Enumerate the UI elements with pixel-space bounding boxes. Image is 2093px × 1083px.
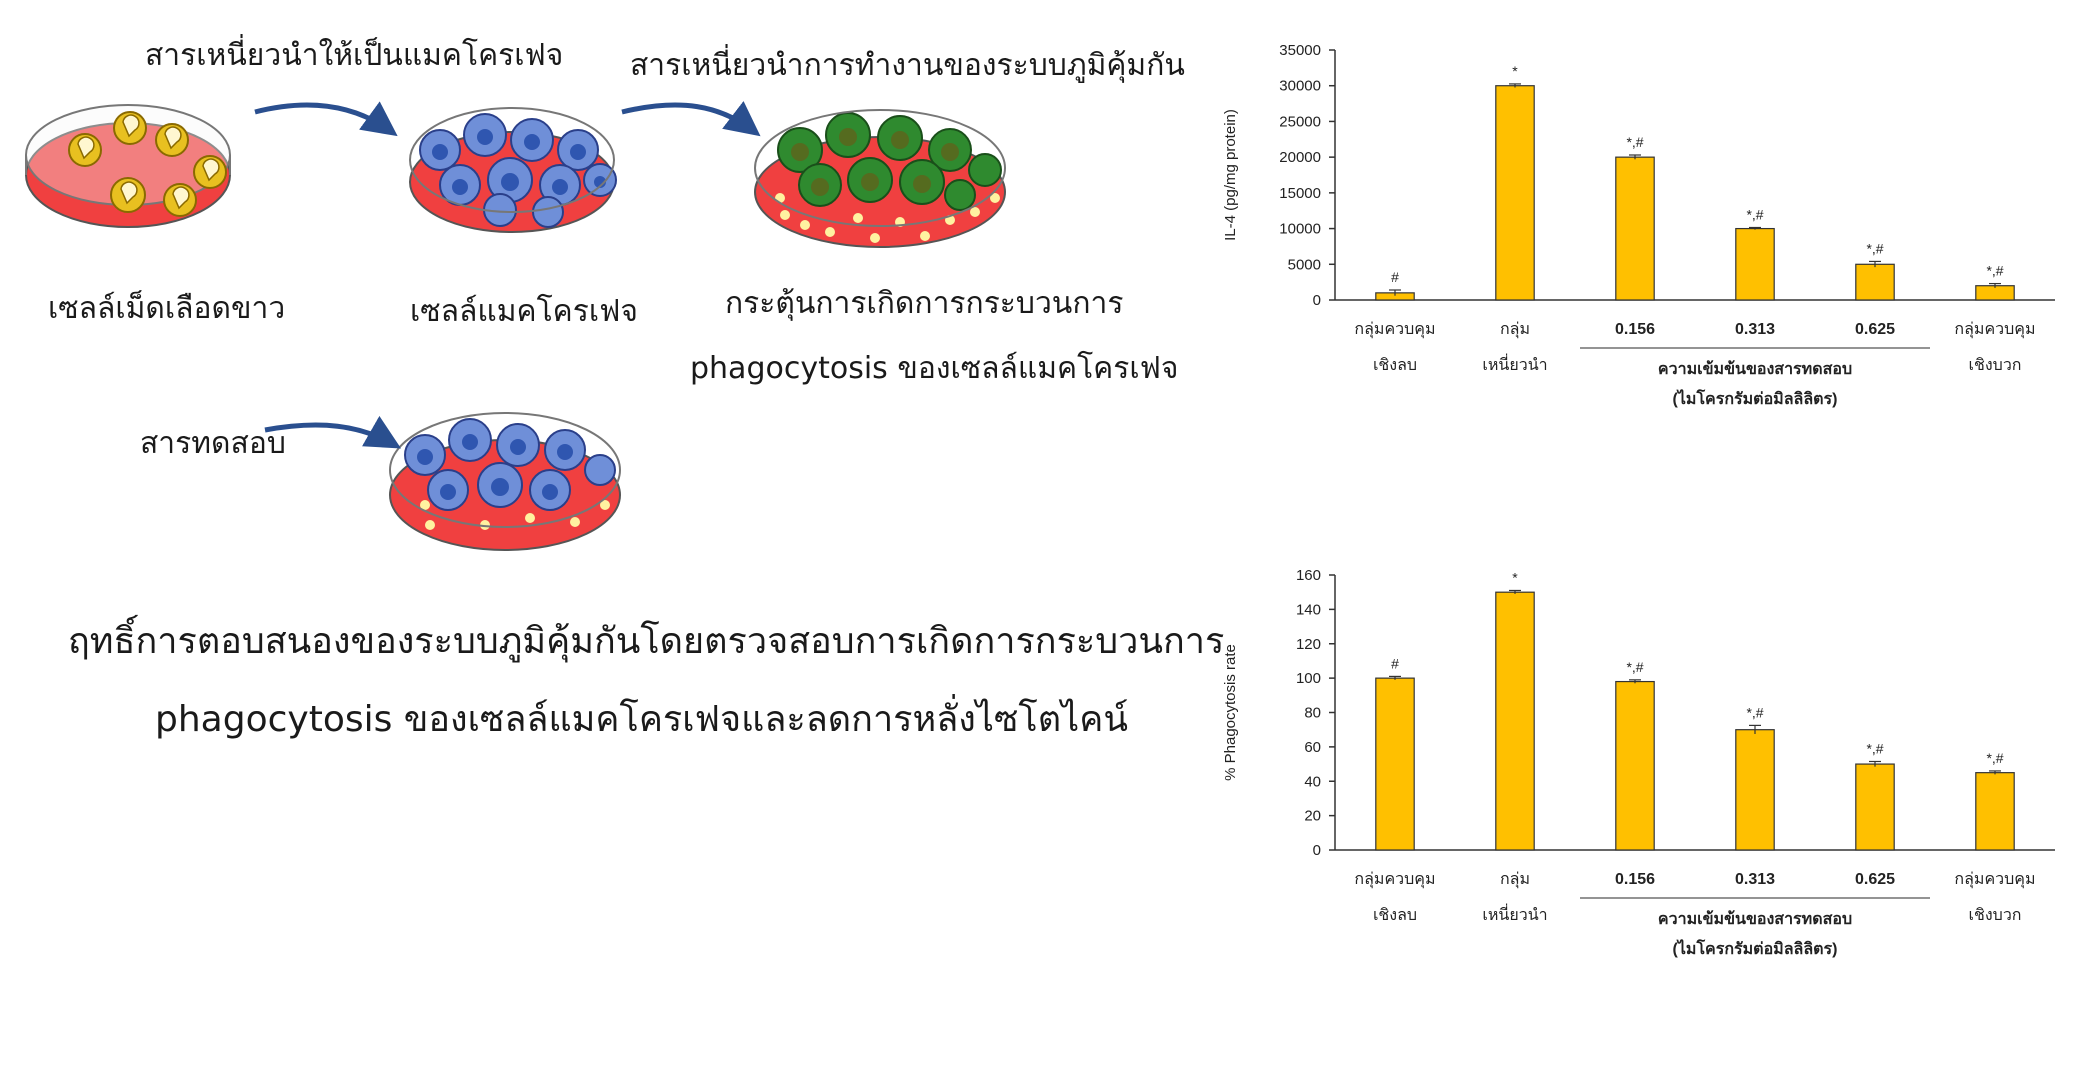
- caption-line1: ฤทธิ์การตอบสนองของระบบภูมิคุ้มกันโดยตรวจ…: [68, 621, 1225, 662]
- phagocytosis-bar-chart: 0 20 40 60 80 100 120 140 160 % Phagocytosis rate…: [1222, 567, 2055, 958]
- particle-dots: [775, 193, 1000, 243]
- x-tick-label-line2: เหนี่ยวนำ: [1482, 903, 1547, 924]
- bar: [1855, 763, 1895, 851]
- y-tick-label: 5000: [1288, 256, 1321, 273]
- y-tick-label: 20000: [1279, 149, 1321, 166]
- label-test-substance: สารทดสอบ: [140, 426, 286, 461]
- bar: [1855, 263, 1895, 301]
- x-tick-label: 0.313: [1735, 321, 1775, 338]
- significance-label: *,#: [1626, 134, 1643, 150]
- significance-label: *,#: [1626, 659, 1643, 675]
- significance-label: #: [1391, 269, 1399, 285]
- bar: [1735, 729, 1775, 851]
- process-diagram: [25, 101, 1006, 551]
- y-tick-label: 80: [1304, 705, 1321, 722]
- bar: [1615, 680, 1655, 851]
- x-tick-label: กลุ่ม: [1500, 321, 1530, 339]
- significance-label: *: [1512, 63, 1518, 79]
- group-label: ความเข้มข้นของสารทดสอบ: [1658, 910, 1852, 928]
- bar: [1975, 772, 2015, 851]
- bar: [1375, 677, 1415, 851]
- arrow-3: [264, 415, 402, 449]
- y-tick-label: 60: [1304, 739, 1321, 756]
- x-tick-label: กลุ่มควบคุม: [1354, 871, 1435, 889]
- y-axis-label: % Phagocytosis rate: [1222, 644, 1239, 781]
- significance-label: #: [1391, 655, 1399, 671]
- dish-test-substance: [389, 412, 621, 551]
- x-tick-label: 0.313: [1735, 871, 1775, 888]
- dish-macrophage: [409, 107, 617, 233]
- y-tick-label: 20: [1304, 808, 1321, 825]
- label-stimulate-line1: กระตุ้นการเกิดการกระบวนการ: [725, 286, 1124, 321]
- bar: [1615, 156, 1655, 301]
- group-label-unit: (ไมโครกรัมต่อมิลลิลิตร): [1673, 938, 1838, 958]
- x-tick-label: 0.625: [1855, 321, 1895, 338]
- significance-label: *,#: [1866, 240, 1883, 256]
- y-tick-label: 25000: [1279, 113, 1321, 130]
- y-axis-label: IL-4 (pg/mg protein): [1222, 109, 1239, 241]
- bar: [1735, 227, 1775, 301]
- label-inducer-macrophage: สารเหนี่ยวนำให้เป็นแมคโครเฟจ: [145, 38, 564, 73]
- y-tick-label: 140: [1296, 601, 1321, 618]
- x-tick-label: 0.156: [1615, 321, 1655, 338]
- bar: [1495, 85, 1535, 301]
- il4-bar-chart: 0 5000 10000 15000 20000 25000 30000 35000 IL-4 …: [1222, 42, 2055, 408]
- label-stimulate-line2: phagocytosis ของเซลล์แมคโครเฟจ: [690, 351, 1179, 386]
- x-tick-label-line2: เชิงบวก: [1969, 357, 2022, 374]
- x-tick-label-line2: เหนี่ยวนำ: [1482, 353, 1547, 374]
- y-tick-label: 120: [1296, 636, 1321, 653]
- x-tick-label: กลุ่มควบคุม: [1354, 321, 1435, 339]
- dish-white-blood-cells: [25, 104, 231, 228]
- y-tick-label: 15000: [1279, 185, 1321, 202]
- dish-activated-macrophage: [754, 109, 1006, 248]
- label-macrophage: เซลล์แมคโครเฟจ: [410, 294, 638, 329]
- y-tick-label: 30000: [1279, 78, 1321, 95]
- arrow-1: [254, 101, 398, 137]
- caption-line2: phagocytosis ของเซลล์แมคโครเฟจและลดการหล…: [155, 699, 1128, 740]
- label-white-blood-cells: เซลล์เม็ดเลือดขาว: [48, 291, 286, 326]
- significance-label: *: [1512, 569, 1518, 585]
- bar: [1495, 591, 1535, 851]
- arrow-2: [621, 101, 761, 137]
- x-tick-label-line2: เชิงลบ: [1373, 907, 1417, 924]
- significance-label: *,#: [1746, 207, 1763, 223]
- group-label: ความเข้มข้นของสารทดสอบ: [1658, 360, 1852, 378]
- x-tick-label: กลุ่มควบคุม: [1954, 871, 2035, 889]
- x-tick-label-line2: เชิงบวก: [1969, 907, 2022, 924]
- y-tick-label: 35000: [1279, 42, 1321, 59]
- x-tick-label: กลุ่มควบคุม: [1954, 321, 2035, 339]
- significance-label: *,#: [1986, 750, 2003, 766]
- y-tick-label: 10000: [1279, 221, 1321, 238]
- y-tick-label: 0: [1313, 292, 1321, 309]
- x-tick-label: 0.625: [1855, 871, 1895, 888]
- y-tick-label: 0: [1313, 842, 1321, 859]
- label-immune-activator: สารเหนี่ยวนำการทำงานของระบบภูมิคุ้มกัน: [630, 48, 1185, 83]
- y-tick-label: 160: [1296, 567, 1321, 584]
- y-tick-label: 40: [1304, 773, 1321, 790]
- significance-label: *,#: [1746, 704, 1763, 720]
- x-tick-label: 0.156: [1615, 871, 1655, 888]
- group-label-unit: (ไมโครกรัมต่อมิลลิลิตร): [1673, 388, 1838, 408]
- significance-label: *,#: [1986, 263, 2003, 279]
- x-tick-label-line2: เชิงลบ: [1373, 357, 1417, 374]
- test-macrophage-icons: [404, 418, 616, 511]
- significance-label: *,#: [1866, 740, 1883, 756]
- y-tick-label: 100: [1296, 670, 1321, 687]
- x-tick-label: กลุ่ม: [1500, 871, 1530, 889]
